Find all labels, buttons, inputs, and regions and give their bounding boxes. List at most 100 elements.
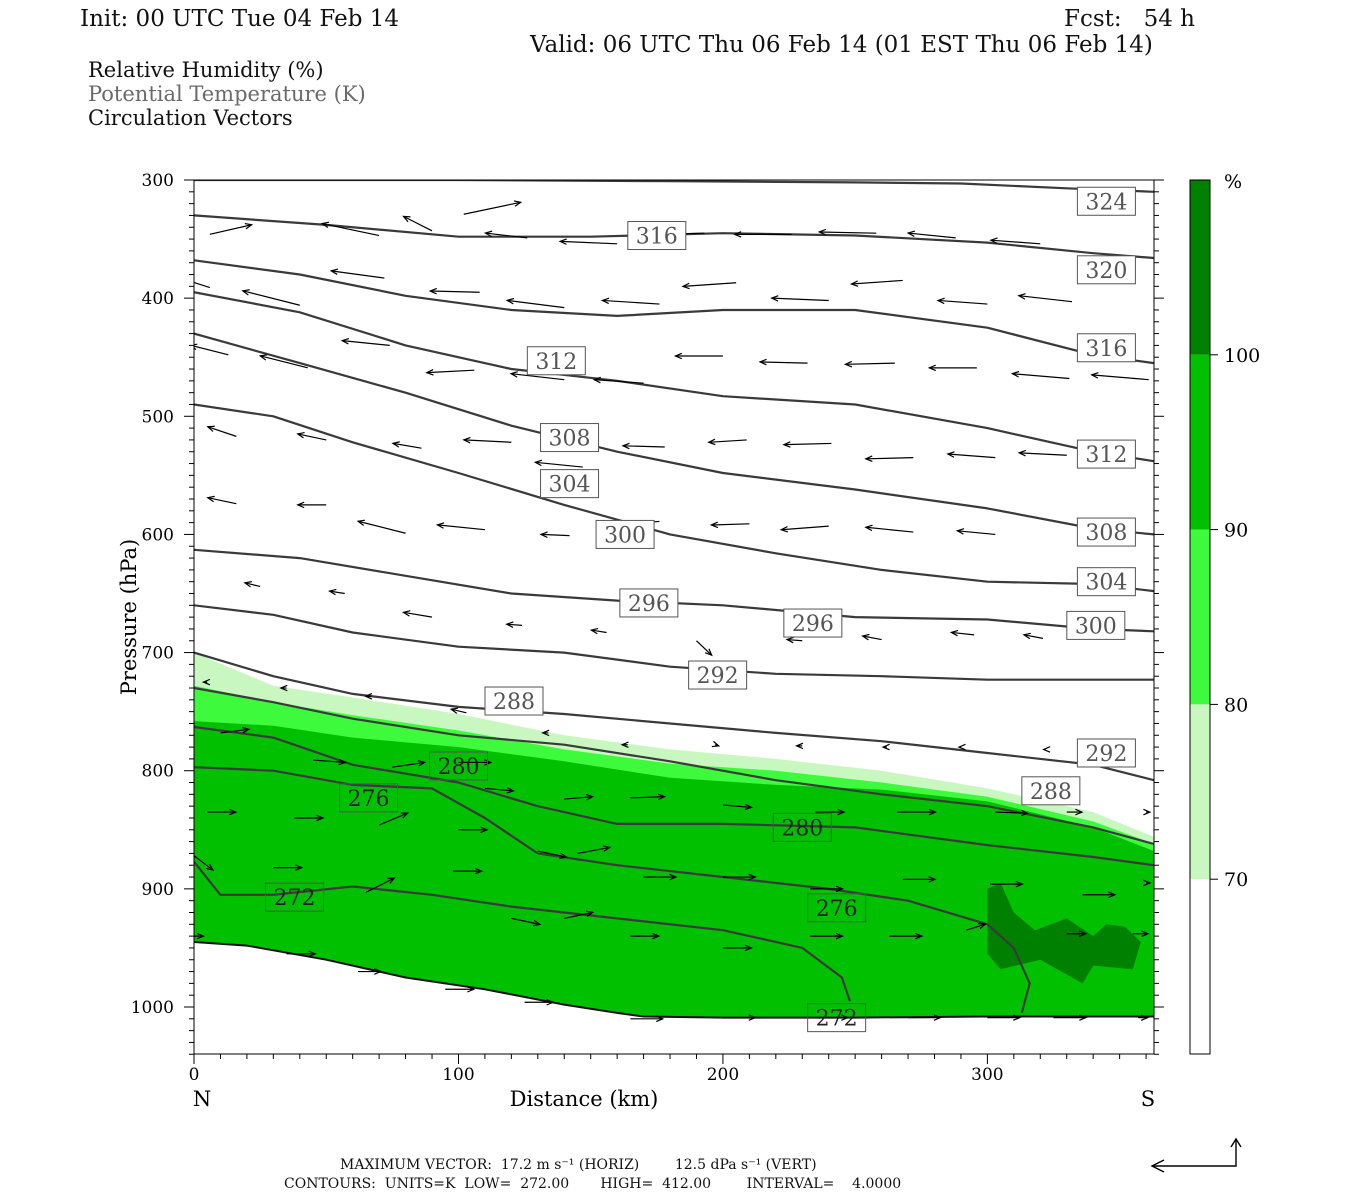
colorbar-level-label: 90 — [1224, 520, 1248, 542]
circulation-vector — [815, 1014, 850, 1021]
circulation-vector — [815, 808, 846, 816]
circulation-vector — [564, 910, 595, 919]
svg-text:276: 276 — [816, 897, 858, 922]
circulation-vector — [209, 222, 254, 235]
circulation-vector — [458, 826, 489, 834]
circulation-vector — [673, 352, 723, 360]
y-tick-label: 300 — [142, 171, 174, 191]
theta-contour-276 — [194, 766, 1031, 1014]
circulation-vector — [194, 932, 206, 940]
x-tick-label: 100 — [442, 1065, 474, 1085]
y-tick-label: 900 — [142, 880, 174, 900]
circulation-vector — [1090, 372, 1149, 381]
circulation-vector — [312, 758, 347, 766]
circulation-vector — [511, 917, 542, 927]
circulation-vector — [897, 808, 938, 816]
svg-text:276: 276 — [348, 787, 390, 812]
circulation-vector — [987, 1014, 1022, 1021]
svg-text:304: 304 — [549, 473, 591, 498]
circulation-vector — [558, 238, 618, 245]
x-tick-label: 200 — [707, 1065, 739, 1085]
circulation-vector — [505, 621, 522, 628]
circulation-vector — [864, 455, 914, 462]
circulation-vector — [630, 932, 661, 940]
circulation-vector — [643, 873, 678, 881]
circulation-vector — [201, 678, 211, 686]
theta-label: 272 — [264, 882, 324, 912]
circulation-vector — [458, 759, 493, 766]
circulation-vector — [539, 531, 570, 538]
contour-info: CONTOURS: UNITS=K LOW= 272.00 HIGH= 412.… — [284, 1176, 902, 1192]
circulation-vector — [402, 215, 433, 232]
legend-circulation-vectors: Circulation Vectors — [88, 106, 293, 130]
circulation-vector — [365, 877, 396, 893]
y-tick-label: 600 — [142, 525, 174, 545]
circulation-vector — [296, 501, 327, 509]
circulation-vector — [340, 337, 390, 346]
theta-label: 272 — [807, 1003, 867, 1033]
theta-label: 316 — [627, 221, 687, 251]
circulation-vector — [462, 436, 512, 444]
circulation-vector — [817, 228, 877, 236]
svg-text:316: 316 — [1085, 337, 1127, 362]
circulation-vector — [577, 845, 612, 855]
circulation-vector — [795, 742, 804, 750]
circulation-vector — [392, 760, 427, 768]
circulation-vector — [391, 441, 422, 449]
circulation-vector — [1053, 1014, 1088, 1021]
circulation-vector — [861, 633, 882, 641]
circulation-vector — [509, 371, 565, 381]
max-vector-note: MAXIMUM VECTOR: 17.2 m s⁻¹ (HORIZ) 12.5 … — [340, 1157, 817, 1173]
circulation-vector — [541, 729, 550, 737]
circulation-vector — [770, 295, 829, 302]
circulation-vector — [630, 793, 667, 801]
circulation-vector — [733, 231, 792, 238]
theta-contour-324 — [194, 180, 1154, 193]
theta-label: 280 — [428, 751, 488, 781]
circulation-vector — [995, 809, 1030, 817]
svg-text:324: 324 — [1085, 190, 1127, 215]
colorbar-level-label: 70 — [1224, 869, 1248, 891]
theta-label: 296 — [619, 588, 679, 618]
circulation-vector — [849, 279, 903, 287]
svg-text:272: 272 — [273, 886, 315, 911]
circulation-vector — [989, 237, 1041, 245]
theta-contour-316 — [194, 259, 1154, 365]
y-tick-label: 800 — [142, 762, 174, 782]
circulation-vector — [966, 922, 987, 931]
circulation-vector — [463, 200, 523, 215]
circulation-vector — [779, 525, 829, 533]
circulation-vector — [600, 297, 660, 305]
theta-label: 304 — [540, 469, 600, 499]
theta-label: 292 — [688, 660, 748, 690]
circulation-vector — [902, 876, 937, 883]
x-end-label-south: S — [1141, 1087, 1155, 1111]
circulation-vector — [843, 360, 895, 368]
colorbar-level-label: 100 — [1224, 345, 1260, 367]
colorbar-segment — [1190, 879, 1210, 1054]
circulation-vector — [630, 1015, 665, 1023]
circulation-vector — [722, 944, 753, 952]
circulation-vector — [709, 521, 750, 529]
theta-label: 316 — [1076, 333, 1136, 363]
circulation-vector — [1143, 808, 1152, 816]
circulation-vector — [696, 640, 713, 657]
theta-label: 304 — [1076, 567, 1136, 597]
below-ground-mask — [194, 942, 1154, 1054]
circulation-vector — [722, 1014, 757, 1021]
circulation-vector — [810, 885, 845, 893]
circulation-vector — [533, 459, 583, 468]
circulation-vector — [445, 986, 476, 993]
svg-text:312: 312 — [1085, 443, 1127, 468]
svg-text:296: 296 — [628, 592, 670, 617]
circulation-vector — [758, 358, 808, 366]
theta-label: 324 — [1076, 186, 1136, 216]
circulation-vector — [785, 636, 803, 644]
svg-text:288: 288 — [493, 690, 535, 715]
theta-contour-308 — [194, 332, 1154, 536]
svg-text:300: 300 — [1075, 614, 1117, 639]
rh-band-90 — [194, 721, 1154, 1018]
circulation-vector — [243, 581, 261, 588]
circulation-vector — [356, 519, 406, 534]
circulation-vector — [908, 1014, 942, 1021]
